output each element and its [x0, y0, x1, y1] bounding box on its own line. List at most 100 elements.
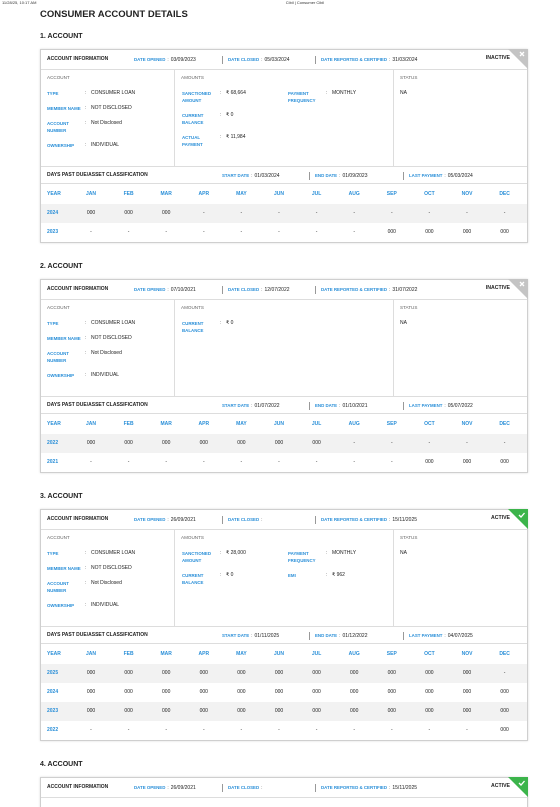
table-row: 2022 - - - - - - - - - - - 000: [41, 721, 527, 740]
divider: [403, 172, 404, 180]
separator: :: [220, 90, 222, 96]
status-value: NA: [400, 90, 407, 96]
field-group: DATE OPENED:03/09/2023: [134, 50, 196, 70]
year-cell: 2025: [47, 670, 59, 676]
account-info: ACCOUNT TYPE: CONSUMER LOAN MEMBER NAME: NOT…: [41, 300, 527, 396]
separator: :: [326, 550, 328, 556]
field-value: 26/09/2021: [170, 517, 196, 523]
dpd-cell: -: [390, 210, 393, 216]
field-label: EMI: [288, 573, 296, 578]
separator: :: [326, 572, 328, 578]
field-value: NOT DISCLOSED: [91, 105, 132, 111]
dpd-cell: 000: [162, 210, 171, 216]
separator: :: [167, 786, 169, 791]
account-heading: 2. ACCOUNT: [40, 263, 83, 270]
dpd-cell: 000: [462, 708, 472, 714]
dpd-cell: 000: [462, 459, 472, 465]
field: TYPE: CONSUMER LOAN: [47, 320, 135, 327]
dpd-cell: 000: [312, 708, 321, 714]
column-title: STATUS: [400, 305, 418, 310]
field-value: 01/07/2022: [254, 403, 280, 409]
field-label: MEMBER NAME: [47, 566, 81, 571]
field-value: ₹ 11,984: [226, 134, 246, 140]
field: OWNERSHIP: INDIVIDUAL: [47, 602, 135, 609]
dpd-cell: -: [390, 440, 393, 446]
table-row: 2022 000 000 000 000 000 000 000 - - - - -: [41, 434, 527, 453]
separator: :: [261, 518, 263, 523]
status-badge: [508, 777, 528, 797]
account-status: INACTIVE: [485, 55, 510, 61]
dpd-header: DAYS PAST DUE/ASSET CLASSIFICATION START …: [41, 396, 527, 414]
field-group: LAST PAYMENT:05/07/2022: [409, 397, 473, 415]
dpd-cell: 000: [425, 229, 434, 235]
field: CURRENT BALANCE: ₹ 0: [182, 572, 246, 586]
separator: :: [444, 174, 446, 179]
account-heading: 3. ACCOUNT: [40, 493, 83, 500]
field-value: 01/10/2021: [342, 403, 368, 409]
field-label: DATE REPORTED & CERTIFIED: [321, 785, 388, 790]
field: TYPE: CONSUMER LOAN: [47, 550, 135, 557]
column-header: JUN: [273, 191, 284, 197]
field-group: DATE CLOSED:: [228, 778, 265, 798]
dpd-cell: 000: [86, 708, 96, 714]
separator: :: [261, 288, 263, 293]
account: 2. ACCOUNT ACCOUNT INFORMATION DATE OPENED…: [40, 259, 528, 473]
field-label: TYPE: [47, 551, 59, 556]
dpd-cell: -: [127, 459, 130, 465]
field-value: Not Disclosed: [91, 350, 122, 356]
dpd-cell: 000: [500, 229, 509, 235]
field: MEMBER NAME: NOT DISCLOSED: [47, 565, 135, 572]
field-value: INDIVIDUAL: [91, 602, 120, 608]
column-header: AUG: [348, 191, 360, 197]
timestamp: 11/28/25, 10:17 AM: [2, 0, 37, 5]
account-header: ACCOUNT INFORMATION DATE OPENED:03/09/202…: [41, 49, 528, 70]
separator: :: [167, 288, 169, 293]
account-header: ACCOUNT INFORMATION DATE OPENED:26/09/202…: [41, 777, 528, 798]
field-label: DATE CLOSED: [228, 287, 260, 292]
dpd-cell: -: [353, 459, 356, 465]
column-header: YEAR: [47, 651, 61, 657]
divider: [222, 516, 223, 524]
column-header: SEP: [386, 651, 397, 657]
account: 4. ACCOUNT ACCOUNT INFORMATION DATE OPENED…: [40, 757, 528, 807]
field-group: LAST PAYMENT:05/03/2024: [409, 167, 473, 185]
dpd-cell: -: [202, 727, 205, 733]
dpd-cell: 000: [500, 708, 509, 714]
dpd-cell: -: [503, 440, 506, 446]
status-badge: [508, 279, 528, 299]
section-label: DAYS PAST DUE/ASSET CLASSIFICATION: [47, 402, 148, 408]
field-value: 04/07/2025: [447, 633, 473, 639]
separator: :: [339, 404, 341, 409]
year-cell: 2024: [47, 210, 59, 216]
account-column: ACCOUNT TYPE: CONSUMER LOAN MEMBER NAME: NOT…: [41, 300, 175, 396]
dpd-cell: 000: [199, 708, 208, 714]
dpd-cell: 000: [86, 689, 96, 695]
field-label: ACCOUNT NUMBER: [47, 581, 69, 593]
table-header: YEAR JAN FEB MAR APR MAY JUN JUL AUG SEP OCT NOV DEC: [41, 184, 527, 204]
column-header: DEC: [499, 421, 510, 427]
field-label: CURRENT BALANCE: [182, 573, 204, 585]
dpd-cell: 000: [237, 440, 246, 446]
dpd-cell: 000: [199, 670, 208, 676]
dpd-cell: 000: [237, 670, 246, 676]
dpd-cell: 000: [124, 210, 133, 216]
field-label: OWNERSHIP: [47, 143, 75, 148]
dpd-cell: 000: [237, 708, 246, 714]
field-value: 05/03/2024: [447, 173, 473, 179]
column-title: STATUS: [400, 75, 418, 80]
dpd-cell: 000: [500, 689, 509, 695]
account-box: ACCOUNT INFORMATION DATE OPENED:26/09/202…: [40, 777, 528, 807]
dpd-cell: 000: [387, 708, 396, 714]
column-header: JUN: [273, 421, 284, 427]
separator: :: [220, 112, 222, 118]
field: CURRENT BALANCE: ₹ 0: [182, 112, 246, 126]
dpd-cell: 000: [500, 727, 509, 733]
field-label: CURRENT BALANCE: [182, 321, 204, 333]
separator: :: [85, 335, 87, 341]
field-group: DATE REPORTED & CERTIFIED:31/03/2024: [321, 50, 417, 70]
field-value: 05/07/2022: [447, 403, 473, 409]
account-status: ACTIVE: [490, 515, 510, 521]
section-label: DAYS PAST DUE/ASSET CLASSIFICATION: [47, 632, 148, 638]
dpd-cell: 000: [350, 708, 359, 714]
field-list: TYPE: CONSUMER LOAN MEMBER NAME: NOT DISCLO…: [47, 320, 135, 387]
